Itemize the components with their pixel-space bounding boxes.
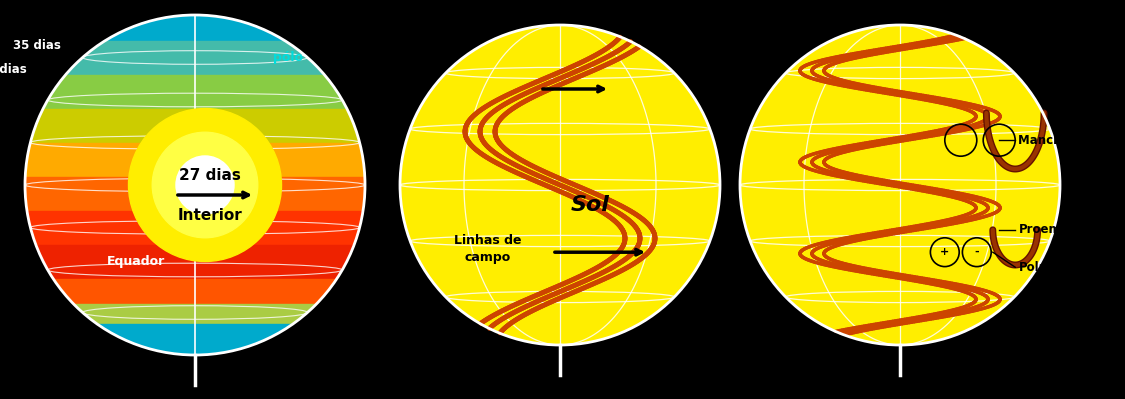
Bar — [25, 176, 364, 211]
Ellipse shape — [147, 127, 263, 243]
Ellipse shape — [195, 174, 216, 196]
Bar — [25, 211, 364, 245]
Text: Proeminências: Proeminências — [1018, 223, 1116, 236]
Text: +: + — [940, 247, 950, 257]
Text: campo: campo — [465, 251, 511, 263]
Text: Interior: Interior — [178, 207, 242, 223]
Text: pólo: pólo — [273, 51, 304, 64]
Text: Manchas solares: Manchas solares — [1018, 134, 1125, 147]
Text: -: - — [974, 247, 979, 257]
Text: 33 dias: 33 dias — [0, 63, 26, 76]
Ellipse shape — [140, 119, 271, 251]
Bar — [25, 245, 364, 279]
Ellipse shape — [144, 124, 266, 246]
Ellipse shape — [183, 164, 226, 206]
Ellipse shape — [25, 15, 364, 355]
Ellipse shape — [163, 143, 248, 227]
Bar — [25, 109, 364, 142]
Ellipse shape — [136, 117, 273, 254]
Ellipse shape — [200, 180, 210, 190]
Ellipse shape — [165, 145, 244, 225]
Bar — [25, 324, 364, 355]
Bar — [25, 41, 364, 75]
Ellipse shape — [150, 130, 260, 240]
Bar — [25, 142, 364, 176]
Bar — [25, 279, 364, 304]
Ellipse shape — [173, 153, 236, 217]
Ellipse shape — [142, 122, 268, 248]
Ellipse shape — [191, 172, 218, 198]
Text: Sol: Sol — [570, 195, 610, 215]
Ellipse shape — [181, 161, 228, 209]
Text: Equador: Equador — [107, 255, 164, 268]
Text: Polaridades: Polaridades — [1018, 261, 1097, 274]
Ellipse shape — [132, 111, 279, 259]
Ellipse shape — [168, 148, 242, 222]
Ellipse shape — [187, 166, 224, 203]
Ellipse shape — [160, 140, 250, 230]
Ellipse shape — [134, 114, 277, 256]
Ellipse shape — [155, 135, 255, 235]
Ellipse shape — [152, 132, 258, 238]
Ellipse shape — [176, 156, 234, 214]
Ellipse shape — [179, 159, 232, 211]
Bar — [25, 75, 364, 109]
Bar — [25, 15, 364, 41]
Ellipse shape — [740, 25, 1060, 345]
Bar — [25, 304, 364, 324]
Ellipse shape — [171, 151, 240, 219]
Ellipse shape — [197, 177, 213, 193]
Text: 35 dias: 35 dias — [12, 39, 61, 52]
Text: Linhas de: Linhas de — [455, 235, 522, 247]
Ellipse shape — [158, 138, 252, 233]
Ellipse shape — [400, 25, 720, 345]
Text: 27 dias: 27 dias — [179, 168, 241, 182]
Ellipse shape — [202, 182, 208, 188]
Ellipse shape — [189, 169, 220, 201]
Ellipse shape — [128, 109, 281, 261]
